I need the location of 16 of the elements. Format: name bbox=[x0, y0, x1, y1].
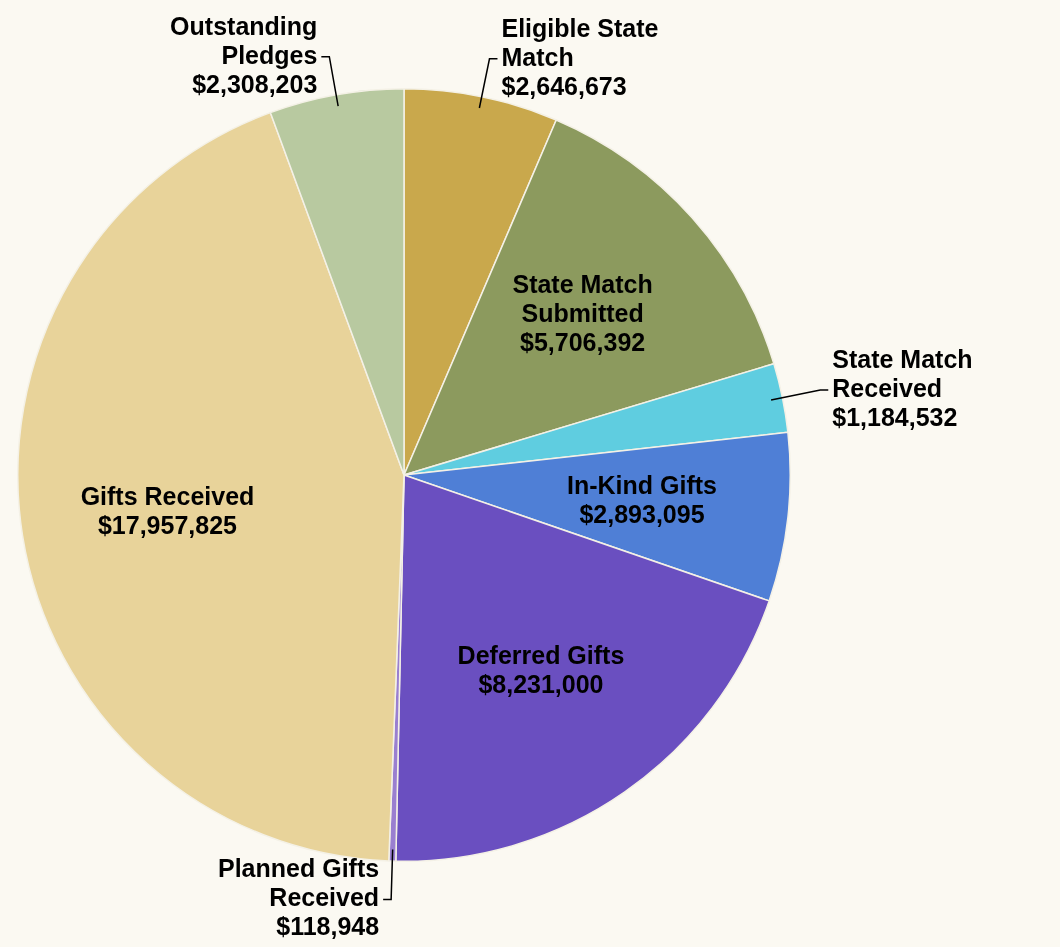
data-label: $8,231,000 bbox=[478, 669, 604, 698]
slice-label: State Match Received bbox=[832, 344, 973, 402]
data-label: $2,893,095 bbox=[579, 499, 705, 528]
slice-label: State Match Submitted bbox=[512, 270, 653, 328]
data-label: $1,184,532 bbox=[832, 402, 958, 431]
data-label: $17,957,825 bbox=[97, 510, 238, 539]
data-label: $2,646,673 bbox=[501, 71, 627, 100]
slice-label: Outstanding Pledges bbox=[170, 11, 318, 69]
slice-label: Deferred Gifts bbox=[457, 640, 625, 669]
slice-label: In-Kind Gifts bbox=[567, 470, 717, 499]
slice-label: Eligible State Match bbox=[501, 13, 659, 71]
slice-label: Planned Gifts Received bbox=[217, 854, 380, 912]
slice-label: Gifts Received bbox=[80, 481, 255, 510]
data-label: $2,308,203 bbox=[192, 69, 318, 98]
data-label: $118,948 bbox=[276, 912, 380, 941]
data-label: $5,706,392 bbox=[520, 328, 646, 357]
